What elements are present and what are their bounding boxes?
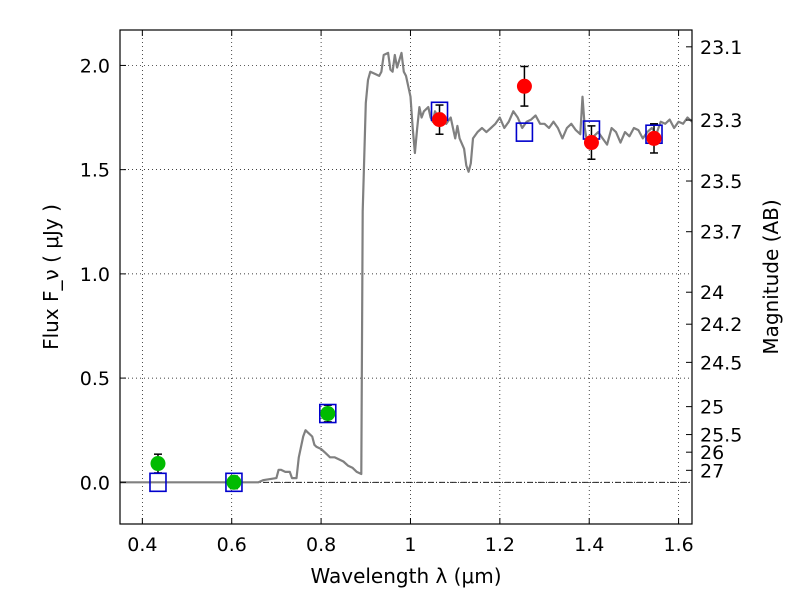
y-axis-label: Flux F_ν ( μJy ) <box>39 204 63 350</box>
detection-point <box>320 406 336 422</box>
right-tick-label: 23.7 <box>700 222 742 244</box>
grid-layer <box>120 30 692 524</box>
right-tick-label: 24.2 <box>700 314 742 336</box>
spectrum-layer <box>120 51 693 484</box>
right-tick-label: 24 <box>700 282 724 304</box>
detection-point <box>150 456 166 472</box>
model-photometry-square <box>515 122 534 142</box>
x-axis-ticks: 0.4 0.6 0.8 1 1.2 1.4 1.6 <box>127 30 694 556</box>
y-tick-label: 2.0 <box>80 55 110 77</box>
y-axis-ticks: 0.0 0.5 1.0 1.5 2.0 <box>80 55 126 494</box>
x-tick-label: 1 <box>404 534 416 556</box>
right-tick-label: 26 <box>700 442 724 464</box>
right-tick-label: 23.5 <box>700 171 742 193</box>
y-tick-label: 1.5 <box>80 160 110 182</box>
detection-point <box>226 474 242 490</box>
x-tick-label: 1.6 <box>663 534 693 556</box>
detection-point <box>646 130 662 146</box>
y-tick-label: 0.0 <box>80 472 110 494</box>
detection-point <box>516 78 532 94</box>
right-tick-label: 27 <box>700 460 724 482</box>
right-tick-label: 24.5 <box>700 352 742 374</box>
right-axis-label: Magnitude (AB) <box>759 199 783 354</box>
y-tick-label: 1.0 <box>80 264 110 286</box>
model-photometry-square <box>149 472 167 493</box>
detection-point <box>432 112 448 128</box>
x-tick-label: 1.4 <box>574 534 604 556</box>
right-tick-label: 25.5 <box>700 425 742 447</box>
spectrum-line <box>120 51 693 484</box>
x-tick-label: 0.6 <box>217 534 247 556</box>
model-photometry-square <box>318 403 337 424</box>
x-tick-label: 1.2 <box>485 534 515 556</box>
errorbar-layer <box>153 65 659 490</box>
x-axis-label: Wavelength λ (μm) <box>310 564 501 588</box>
detection-point <box>583 135 599 151</box>
right-tick-label: 23.1 <box>700 37 742 59</box>
x-tick-label: 0.4 <box>127 534 157 556</box>
detections-layer <box>150 78 662 490</box>
x-tick-label: 0.8 <box>306 534 336 556</box>
plot-frame <box>119 29 693 525</box>
y-tick-label: 0.5 <box>80 368 110 390</box>
right-tick-label: 25 <box>700 397 724 419</box>
right-tick-label: 23.3 <box>700 110 742 132</box>
model-photometry-layer <box>149 101 663 493</box>
model-photometry-square <box>225 472 243 493</box>
